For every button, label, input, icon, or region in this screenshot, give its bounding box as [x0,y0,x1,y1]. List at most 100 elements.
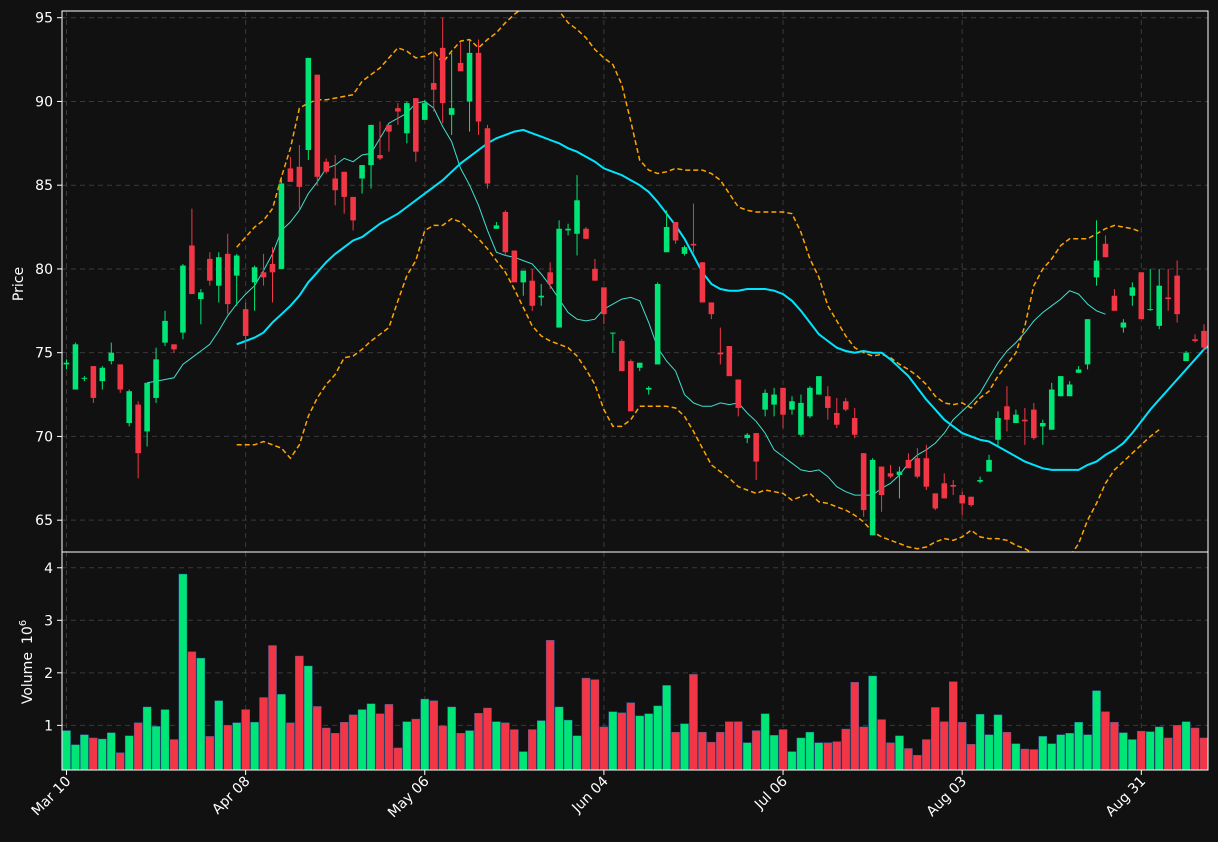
candle-body [1156,285,1162,326]
volume-bar [223,725,232,771]
volume-bar [957,721,967,771]
candle-body [63,362,70,365]
candle-body [977,479,983,482]
candle-body [126,391,132,424]
volume-bar [769,735,779,771]
candle-body [574,200,580,234]
volume-bar [250,721,259,771]
volume-bar [993,714,1003,771]
candle-body [377,155,383,159]
candle-body [278,183,285,269]
volume-bar [438,725,447,771]
candle-body [681,247,688,254]
volume-bar [1163,737,1173,771]
volume-bar [1172,725,1182,771]
candle-body [413,98,419,152]
volume-bar [913,755,922,771]
volume-bar [124,735,134,771]
fast-moving-average-line [147,100,1106,496]
volume-bar [984,734,994,771]
volume-bar [393,747,403,771]
volume-panel-frame [61,551,1209,771]
price-tick-label: 95 [35,11,53,27]
candle-body [959,495,965,504]
candle-body [1093,260,1100,278]
slow-moving-average-line [236,128,1208,471]
volume-bar [671,731,680,771]
candle-body [395,108,401,112]
volume-bar [1002,731,1012,771]
candle-body [502,211,509,253]
candle-body [708,302,715,315]
volume-bar [1181,721,1191,771]
candle-body [538,295,544,298]
volume-bar [492,721,501,771]
candle-body [610,332,616,334]
candle-body [887,473,894,477]
price-tick-label: 65 [35,513,53,529]
candle-body [314,74,321,177]
candle-body [842,401,849,410]
candle-body [923,458,930,487]
volume-bar [787,751,797,771]
candle-body [296,166,303,187]
volume-bar [510,729,519,771]
candle-body [287,168,294,182]
volume-bar [563,719,573,771]
volume-bar [330,733,340,771]
volume-y-ticks: 1 2 3 4 [44,561,62,734]
volume-bar [366,703,376,771]
volume-bar [1110,721,1119,771]
volume-bar [160,709,170,771]
volume-bar [456,733,465,771]
volume-bar [483,707,492,771]
volume-bar [814,742,824,771]
volume-bar [178,573,188,771]
candle-body [914,458,921,477]
volume-bar [868,675,877,771]
volume-bar [590,679,600,771]
volume-axis-label: Volume106 [18,620,36,704]
volume-bar [133,722,143,771]
volume-bar [116,752,125,771]
volume-bar [975,714,985,771]
volume-bar [286,722,295,771]
candle-body [529,280,536,306]
candle-body [233,255,240,276]
candle-body [484,128,491,184]
candle-body [798,402,804,435]
price-tick-label: 80 [35,262,53,278]
volume-bar [877,719,886,771]
volume-bar [716,731,725,771]
candle-body [968,496,974,506]
volume-tick-label: 3 [44,613,53,629]
volume-bar [948,681,958,771]
candle-body [663,227,670,253]
volume-tick-label: 1 [44,718,53,734]
volume-bar [232,722,241,771]
price-tick-label: 75 [35,346,53,362]
candle-body [332,178,338,191]
candle-body [672,222,679,241]
price-tick-label: 70 [35,429,53,445]
candle-body [1183,352,1189,362]
moving-averages [147,100,1208,496]
volume-bar [214,700,223,771]
volume-bar [922,739,931,771]
candle-body [108,352,115,362]
volume-bar [1011,743,1021,771]
candle-body [439,47,446,104]
volume-bar [62,730,71,771]
candle-body [386,124,392,132]
candle-body [224,253,231,305]
volume-bar [169,739,179,771]
candle-body [762,392,768,410]
volume-bar [599,726,609,771]
candle-body [735,379,742,408]
candle-body [753,433,759,462]
volume-bar [1056,734,1065,771]
volume-bar [662,685,671,771]
volume-bar [1038,736,1048,771]
candle-body [995,418,1001,440]
volume-bar [796,737,806,771]
